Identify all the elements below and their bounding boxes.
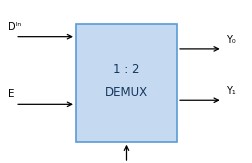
- Text: E: E: [8, 89, 14, 99]
- Text: Dᴵⁿ: Dᴵⁿ: [8, 22, 21, 32]
- Text: 1 : 2: 1 : 2: [113, 63, 139, 76]
- FancyBboxPatch shape: [76, 24, 176, 142]
- Text: Y₀: Y₀: [226, 35, 235, 45]
- Text: DEMUX: DEMUX: [105, 86, 147, 99]
- Text: Y₁: Y₁: [226, 86, 235, 96]
